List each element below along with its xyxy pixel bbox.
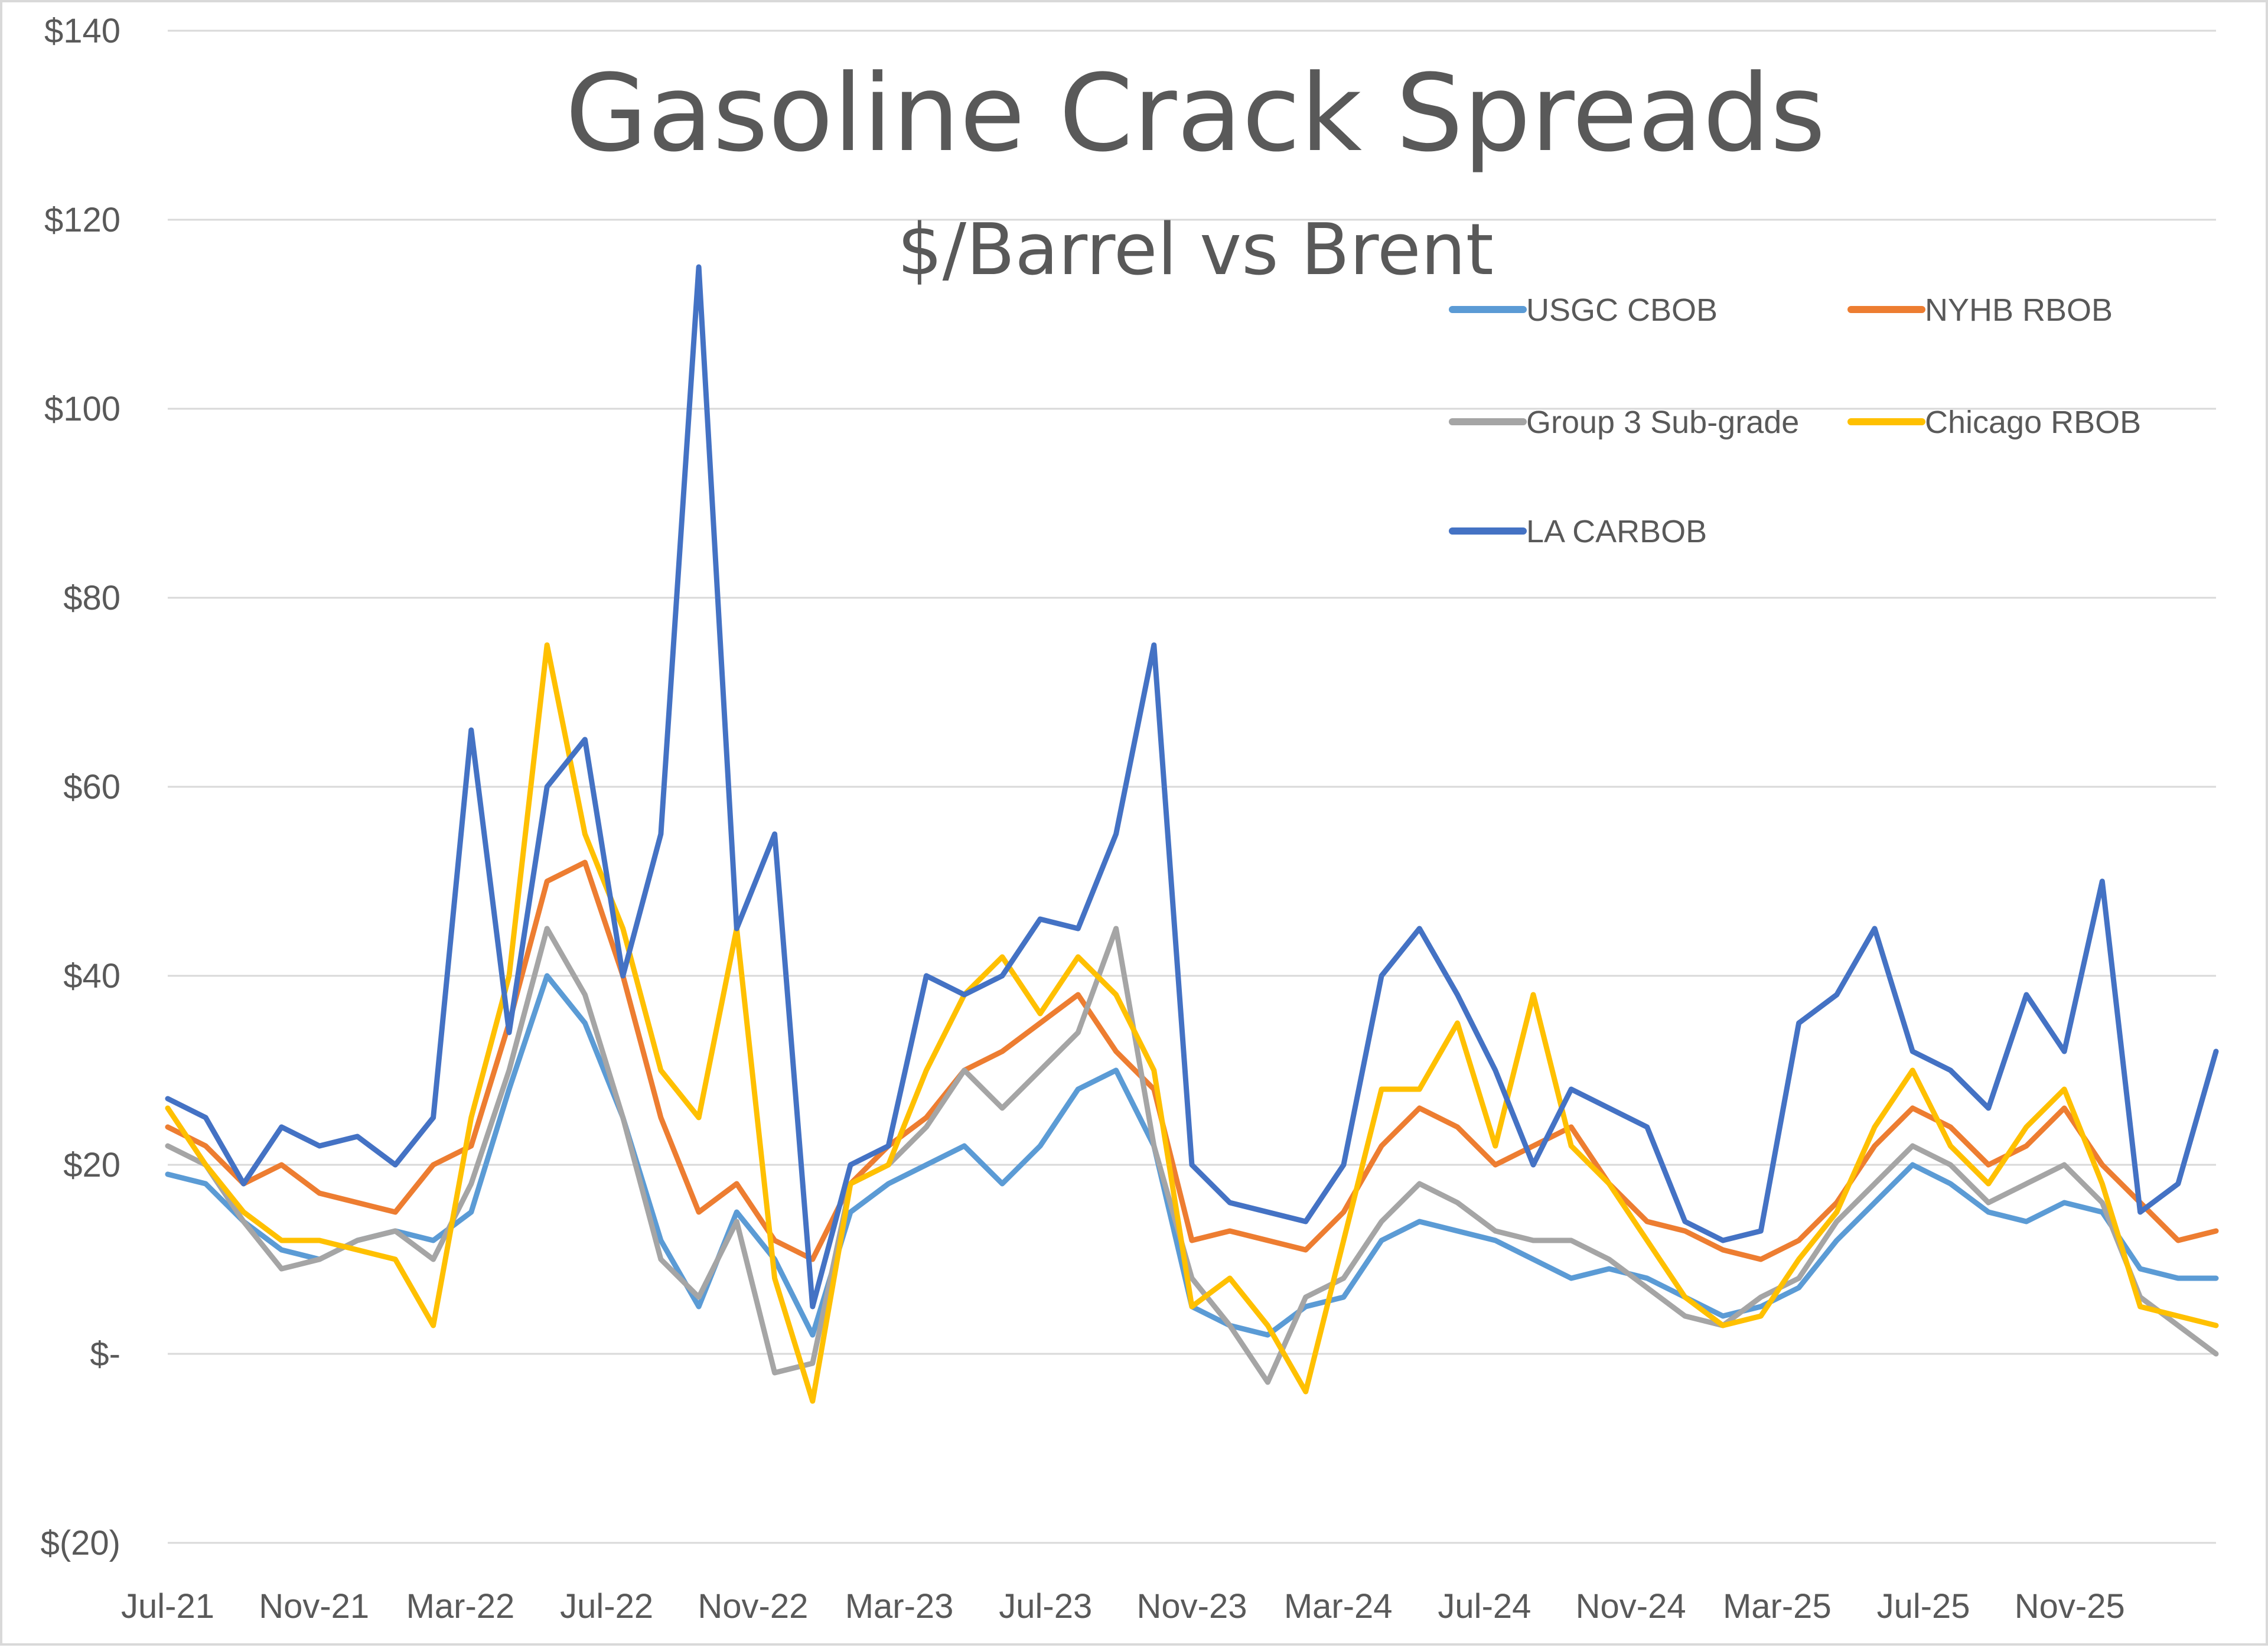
x-tick-label: Jul-25 (1877, 1587, 1970, 1626)
x-tick-label: Jul-22 (560, 1587, 653, 1626)
y-tick-label: $40 (63, 957, 120, 995)
x-axis-tick-labels: Jul-21 Nov-21 Mar-22 Jul-22 Nov-22 Mar-23 Jul-… (121, 1587, 2125, 1626)
legend: USGC CBOB NYHB RBOB Group 3 Sub-grade Chica… (1449, 292, 2141, 549)
x-tick-label: Jul-21 (121, 1587, 214, 1626)
x-tick-label: Jul-23 (999, 1587, 1092, 1626)
x-tick-label: Nov-21 (259, 1587, 369, 1626)
y-tick-label: $80 (63, 579, 120, 617)
chart-subtitle: $/Barrel vs Brent (897, 209, 1494, 291)
y-tick-label: $- (90, 1335, 120, 1373)
x-tick-label: Nov-23 (1137, 1587, 1247, 1626)
y-tick-label: $120 (44, 201, 120, 239)
legend-label: Chicago RBOB (1925, 405, 2141, 440)
x-tick-label: Nov-24 (1576, 1587, 1686, 1626)
series-line-2 (165, 926, 2219, 1385)
legend-label: USGC CBOB (1526, 292, 1718, 328)
x-tick-label: Mar-22 (406, 1587, 515, 1626)
y-tick-label: $(20) (41, 1524, 120, 1562)
x-tick-label: Mar-24 (1284, 1587, 1393, 1626)
series-line-3 (165, 642, 2219, 1404)
y-tick-label: $20 (63, 1146, 120, 1184)
data-series (165, 264, 2219, 1404)
y-axis-tick-labels: $(20) $- $20 $40 $60 $80 $100 $120 $140 (41, 12, 120, 1562)
legend-label: LA CARBOB (1526, 514, 1707, 549)
y-tick-label: $140 (44, 12, 120, 50)
x-tick-label: Jul-24 (1438, 1587, 1531, 1626)
x-tick-label: Mar-23 (845, 1587, 954, 1626)
x-tick-label: Nov-22 (698, 1587, 808, 1626)
y-tick-label: $60 (63, 768, 120, 806)
legend-label: Group 3 Sub-grade (1526, 405, 1799, 440)
x-tick-label: Nov-25 (2015, 1587, 2125, 1626)
series-line-4 (165, 264, 2219, 1310)
legend-label: NYHB RBOB (1925, 292, 2113, 328)
y-tick-label: $100 (44, 390, 120, 428)
chart-title: Gasoline Crack Spreads (565, 52, 1826, 175)
x-tick-label: Mar-25 (1723, 1587, 1832, 1626)
